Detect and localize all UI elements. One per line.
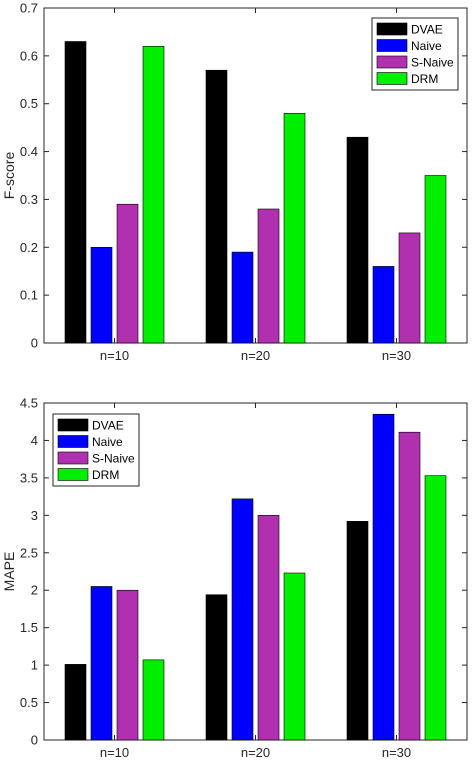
y-tick-label: 2 bbox=[31, 583, 38, 598]
legend-swatch bbox=[376, 55, 408, 69]
legend-label: Naive bbox=[92, 435, 123, 449]
y-axis-label: MAPE bbox=[1, 552, 17, 592]
x-tick-label: n=20 bbox=[241, 348, 270, 363]
y-tick-label: 0.3 bbox=[20, 192, 38, 207]
bar-dvae-n10 bbox=[64, 41, 87, 344]
y-tick-label: 0.7 bbox=[20, 1, 38, 16]
bar-s-naive-n10 bbox=[116, 589, 139, 741]
legend: DVAE Naive S-Naive DRM bbox=[371, 17, 459, 91]
y-tick-label: 0.1 bbox=[20, 288, 38, 303]
x-tick-label: n=30 bbox=[382, 745, 411, 760]
y-tick-label: 4.5 bbox=[20, 396, 38, 411]
bar-s-naive-n10 bbox=[116, 203, 139, 344]
y-tick-label: 3.5 bbox=[20, 470, 38, 485]
y-tick-label: 4 bbox=[31, 433, 38, 448]
f-score-chart: 0 0.1 0.2 0.3 0.4 0.5 0.6 0.7 F-score n=10 n=20 n=3… bbox=[1, 1, 468, 363]
bar-drm-n20 bbox=[283, 112, 306, 344]
bar-dvae-n20 bbox=[205, 594, 228, 741]
legend-swatch bbox=[376, 22, 408, 36]
y-tick-label: 0 bbox=[31, 733, 38, 748]
x-tick-label: n=30 bbox=[382, 348, 411, 363]
x-tick-label: n=10 bbox=[100, 348, 129, 363]
legend-swatch bbox=[57, 418, 89, 432]
y-tick-label: 3 bbox=[31, 508, 38, 523]
legend-swatch bbox=[376, 72, 408, 85]
y-tick-label: 0.4 bbox=[20, 144, 38, 159]
x-tick-label: n=20 bbox=[241, 745, 270, 760]
bar-drm-n10 bbox=[142, 659, 165, 741]
y-axis-label: F-score bbox=[1, 152, 17, 200]
legend-label: DRM bbox=[92, 468, 119, 482]
legend-label: DRM bbox=[411, 72, 438, 86]
mape-chart: 0 0.5 1 1.5 2 2.5 3 3.5 4 4.5 MAPE n=10 n=20 n=30 DVAE… bbox=[1, 396, 468, 760]
bar-naive-n30 bbox=[372, 266, 395, 344]
bar-drm-n10 bbox=[142, 45, 165, 344]
legend-label: S-Naive bbox=[92, 452, 135, 466]
legend-swatch bbox=[57, 435, 89, 448]
y-tick-label: 1 bbox=[31, 658, 38, 673]
legend-label: S-Naive bbox=[411, 56, 454, 70]
legend: DVAE Naive S-Naive DRM bbox=[52, 413, 140, 487]
bar-s-naive-n30 bbox=[398, 431, 421, 741]
y-tick-label: 0.5 bbox=[20, 695, 38, 710]
bar-dvae-n20 bbox=[205, 69, 228, 344]
legend-swatch bbox=[57, 451, 89, 465]
bar-naive-n30 bbox=[372, 413, 395, 741]
bar-dvae-n10 bbox=[64, 664, 87, 741]
legend-label: DVAE bbox=[411, 23, 443, 37]
bar-naive-n20 bbox=[231, 251, 254, 344]
bar-dvae-n30 bbox=[346, 136, 369, 344]
bar-drm-n20 bbox=[283, 572, 306, 741]
bar-s-naive-n30 bbox=[398, 232, 421, 344]
y-tick-label: 1.5 bbox=[20, 620, 38, 635]
y-tick-label: 0.2 bbox=[20, 240, 38, 255]
y-tick-label: 0.5 bbox=[20, 96, 38, 111]
bar-s-naive-n20 bbox=[257, 208, 280, 344]
bar-drm-n30 bbox=[424, 175, 447, 344]
legend-label: Naive bbox=[411, 39, 442, 53]
legend-label: DVAE bbox=[92, 419, 124, 433]
bar-s-naive-n20 bbox=[257, 515, 280, 741]
y-tick-label: 2.5 bbox=[20, 545, 38, 560]
legend-swatch bbox=[376, 39, 408, 52]
bar-naive-n10 bbox=[90, 246, 113, 344]
bar-naive-n20 bbox=[231, 498, 254, 741]
bar-drm-n30 bbox=[424, 475, 447, 741]
bar-dvae-n30 bbox=[346, 521, 369, 741]
y-tick-label: 0 bbox=[31, 336, 38, 351]
bar-naive-n10 bbox=[90, 586, 113, 741]
x-tick-label: n=10 bbox=[100, 745, 129, 760]
y-tick-label: 0.6 bbox=[20, 48, 38, 63]
legend-swatch bbox=[57, 468, 89, 481]
